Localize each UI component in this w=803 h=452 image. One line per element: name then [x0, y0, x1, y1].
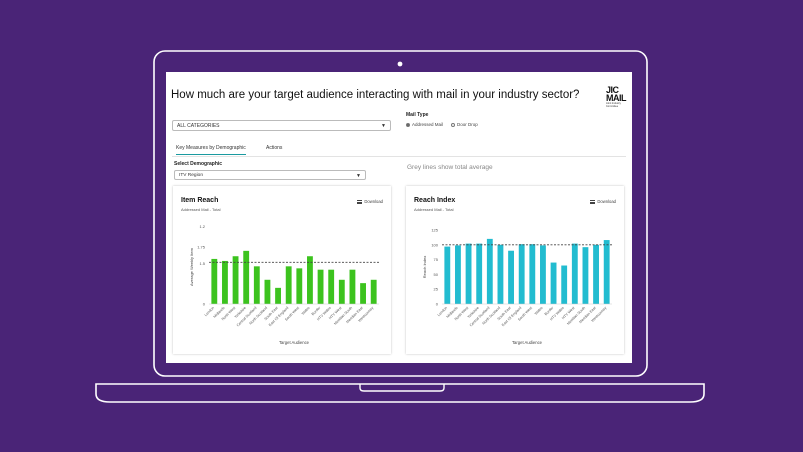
- bar[interactable]: [508, 250, 514, 304]
- page-title: How much are your target audience intera…: [171, 89, 580, 101]
- bar[interactable]: [264, 279, 271, 304]
- download-button[interactable]: Download: [590, 199, 616, 204]
- bar[interactable]: [582, 247, 589, 304]
- bar[interactable]: [232, 256, 239, 304]
- menu-icon: [357, 199, 363, 204]
- bar[interactable]: [285, 266, 292, 304]
- y-tick-label: 1.75: [197, 244, 206, 249]
- y-tick-label: 1.5: [199, 261, 205, 266]
- bar[interactable]: [497, 244, 504, 304]
- mail-type-options: Addressed Mail Door Drop: [406, 122, 478, 127]
- y-tick-label: 25: [434, 287, 439, 292]
- item-reach-card: 0 1.5 1.75 1.2 London Midlands North West Yorks…: [173, 186, 391, 354]
- y-tick-label: 0: [436, 302, 439, 307]
- y-tick-label: 50: [434, 272, 439, 277]
- chart-subtitle: Addressed Mail - Total: [181, 207, 221, 212]
- tab-actions[interactable]: Actions: [266, 145, 283, 151]
- x-tick-label: London: [437, 306, 448, 317]
- bar[interactable]: [328, 269, 335, 304]
- demographic-select-value: ITV Region: [179, 173, 203, 178]
- bar[interactable]: [349, 269, 356, 304]
- bar[interactable]: [296, 268, 303, 304]
- radio-selected-icon[interactable]: [406, 122, 410, 127]
- download-button[interactable]: Download: [357, 199, 383, 204]
- bar[interactable]: [211, 258, 218, 304]
- jic-mail-logo: JIC MAIL Joint Industry Committee: [606, 85, 627, 109]
- y-axis-label: Reach Index: [422, 256, 427, 278]
- chart-title: Reach Index: [414, 197, 456, 204]
- bar[interactable]: [603, 240, 610, 304]
- bar[interactable]: [253, 266, 260, 304]
- chart-subtitle: Addressed Mail - Total: [414, 207, 454, 212]
- category-select[interactable]: ALL CATEGORIES ▼: [172, 120, 391, 131]
- chevron-down-icon: ▼: [356, 173, 361, 179]
- bar[interactable]: [307, 256, 313, 304]
- x-tick-label: Border: [311, 305, 322, 316]
- bar[interactable]: [550, 262, 557, 304]
- average-note: Grey lines show total average: [407, 164, 493, 171]
- mail-option-addressed[interactable]: Addressed Mail: [406, 122, 443, 127]
- y-tick-label: 100: [431, 242, 438, 247]
- bar[interactable]: [486, 238, 493, 304]
- tab-bar: Key Measures by Demographic Actions: [172, 142, 626, 157]
- mail-option-door-drop[interactable]: Door Drop: [451, 122, 478, 127]
- bar[interactable]: [444, 246, 451, 304]
- app-screen: How much are your target audience intera…: [166, 72, 632, 363]
- demographic-label: Select Demographic: [174, 161, 223, 167]
- bar[interactable]: [571, 243, 578, 304]
- tab-key-measures[interactable]: Key Measures by Demographic: [176, 145, 246, 155]
- x-axis-label: Target Audience: [512, 340, 543, 345]
- bar[interactable]: [476, 243, 483, 304]
- y-axis-label: Average Weekly Item: [189, 247, 194, 286]
- bar[interactable]: [455, 245, 461, 304]
- y-tick-label: 125: [431, 228, 438, 233]
- bar[interactable]: [518, 244, 525, 304]
- y-tick-label: 75: [434, 257, 439, 262]
- y-tick-label: 1.2: [199, 224, 205, 229]
- bar[interactable]: [561, 265, 568, 304]
- trackpad-notch: [359, 384, 445, 392]
- bar[interactable]: [529, 244, 536, 304]
- bar[interactable]: [370, 279, 377, 304]
- category-select-value: ALL CATEGORIES: [177, 123, 220, 129]
- radio-unselected-icon[interactable]: [451, 122, 456, 127]
- laptop-base: [95, 383, 705, 403]
- demographic-select[interactable]: ITV Region ▼: [174, 170, 366, 180]
- bar[interactable]: [275, 287, 281, 304]
- bar[interactable]: [593, 244, 599, 304]
- mail-type-label: Mail Type: [406, 112, 429, 118]
- bar[interactable]: [338, 279, 345, 304]
- bar[interactable]: [243, 250, 250, 304]
- bar[interactable]: [317, 269, 324, 304]
- bar[interactable]: [540, 245, 546, 304]
- reach-index-card: 0 25 50 75 100 125 London Midlands North West Yor…: [406, 186, 624, 354]
- bar[interactable]: [465, 243, 472, 304]
- y-tick-label: 0: [203, 302, 206, 307]
- chevron-down-icon: ▼: [381, 123, 386, 129]
- x-tick-label: Wales: [534, 306, 544, 316]
- bar[interactable]: [222, 260, 228, 304]
- menu-icon: [590, 199, 596, 204]
- x-tick-label: London: [204, 306, 215, 317]
- bar[interactable]: [360, 283, 366, 304]
- chart-title: Item Reach: [181, 197, 219, 204]
- x-tick-label: Wales: [301, 306, 311, 316]
- x-tick-label: Border: [544, 305, 555, 316]
- x-axis-label: Target Audience: [279, 340, 310, 345]
- camera-dot: [397, 61, 403, 67]
